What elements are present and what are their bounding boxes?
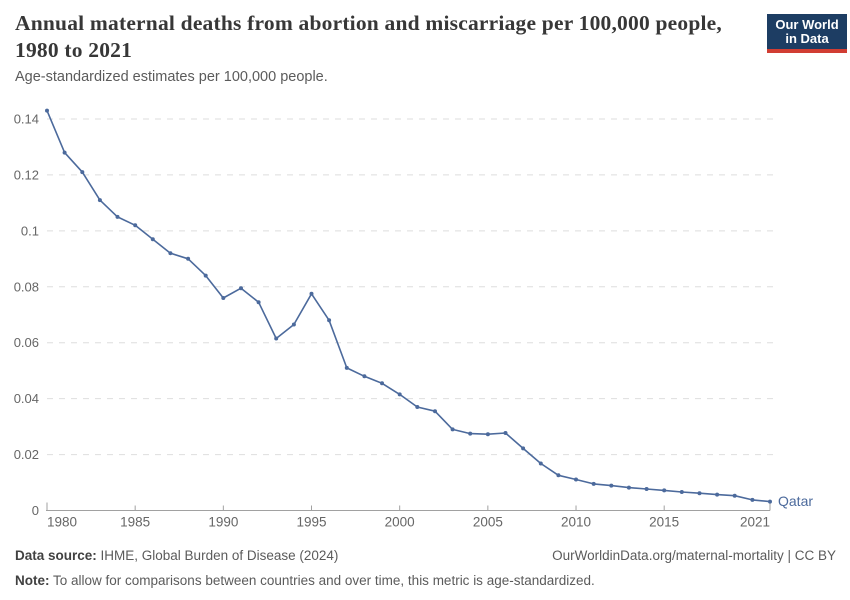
data-point — [662, 488, 667, 493]
y-tick-label: 0.06 — [14, 335, 39, 350]
chart-title: Annual maternal deaths from abortion and… — [15, 11, 722, 62]
data-source-label: Data source: — [15, 548, 97, 563]
x-tick-label: 2015 — [649, 515, 679, 530]
y-tick-label: 0.02 — [14, 447, 39, 462]
data-point — [697, 491, 702, 496]
data-point — [62, 150, 67, 155]
data-point — [327, 318, 332, 323]
x-tick-label: 2005 — [473, 515, 503, 530]
data-point — [380, 381, 384, 386]
note-value: To allow for comparisons between countri… — [49, 573, 595, 588]
data-point — [450, 427, 455, 432]
data-point — [626, 485, 631, 490]
owid-logo-line1: Our World — [775, 17, 839, 32]
data-point — [485, 432, 490, 437]
data-point — [503, 431, 508, 435]
chart-footer: Data source: IHME, Global Burden of Dise… — [15, 543, 836, 593]
y-tick-label: 0.1 — [21, 223, 39, 238]
data-point — [521, 446, 526, 451]
note-text: Note: To allow for comparisons between c… — [15, 568, 836, 593]
data-point — [203, 273, 208, 278]
data-point — [80, 170, 85, 175]
data-point — [221, 296, 226, 300]
data-point — [344, 365, 349, 370]
y-tick-label: 0.08 — [14, 279, 39, 294]
data-point — [397, 392, 402, 397]
owid-logo-line2: in Data — [785, 31, 829, 46]
data-point — [468, 431, 473, 436]
owid-logo: Our World in Data — [767, 14, 847, 53]
data-point — [591, 481, 596, 486]
x-tick-label: 1985 — [120, 515, 150, 530]
data-line — [46, 110, 771, 503]
data-point — [415, 405, 420, 409]
data-point — [574, 477, 578, 482]
data-point — [256, 300, 261, 305]
data-point — [538, 461, 543, 466]
data-point — [609, 483, 614, 488]
y-axis-labels: 0 0.02 0.04 0.06 0.08 0.1 0.12 0.14 — [14, 112, 39, 519]
data-point — [556, 473, 561, 478]
data-source-value: IHME, Global Burden of Disease (2024) — [96, 548, 339, 563]
y-tick-label: 0.14 — [14, 112, 39, 127]
license-text: OurWorldinData.org/maternal-mortality | … — [552, 548, 836, 563]
y-tick-label: 0 — [32, 503, 39, 518]
note-label: Note: — [15, 573, 50, 588]
data-point — [309, 291, 314, 296]
x-tick-label: 2021 — [740, 515, 770, 530]
y-tick-label: 0.04 — [14, 391, 39, 406]
x-tick-label: 2010 — [561, 515, 591, 530]
x-tick-label: 1980 — [47, 515, 77, 530]
data-point — [186, 256, 191, 261]
data-point — [715, 492, 720, 497]
data-point — [239, 286, 243, 291]
data-point — [45, 108, 49, 113]
data-point — [150, 237, 155, 242]
chart-subtitle: Age-standardized estimates per 100,000 p… — [15, 69, 328, 85]
y-gridlines — [47, 118, 774, 456]
x-axis — [46, 502, 771, 511]
data-point — [644, 487, 649, 491]
data-source-text: Data source: IHME, Global Burden of Dise… — [15, 543, 338, 568]
y-tick-label: 0.12 — [14, 167, 39, 182]
data-point — [732, 493, 737, 498]
data-points — [45, 108, 772, 504]
data-point — [168, 251, 173, 256]
data-point — [291, 322, 296, 327]
data-point — [768, 499, 772, 504]
data-point — [97, 198, 102, 203]
data-point — [750, 497, 755, 502]
x-tick-label: 1990 — [208, 515, 238, 530]
x-tick-label: 1995 — [296, 515, 326, 530]
data-point — [362, 374, 367, 379]
footer-row-source: Data source: IHME, Global Burden of Dise… — [15, 543, 836, 568]
data-point — [433, 409, 437, 414]
data-point — [115, 214, 120, 219]
data-point — [133, 223, 138, 228]
data-point — [274, 336, 279, 341]
x-axis-labels: 1980 1985 1990 1995 2000 2005 2010 2015 2021 — [47, 515, 770, 530]
series-end-label: Qatar — [778, 493, 813, 509]
data-point — [679, 490, 684, 494]
x-tick-label: 2000 — [385, 515, 415, 530]
